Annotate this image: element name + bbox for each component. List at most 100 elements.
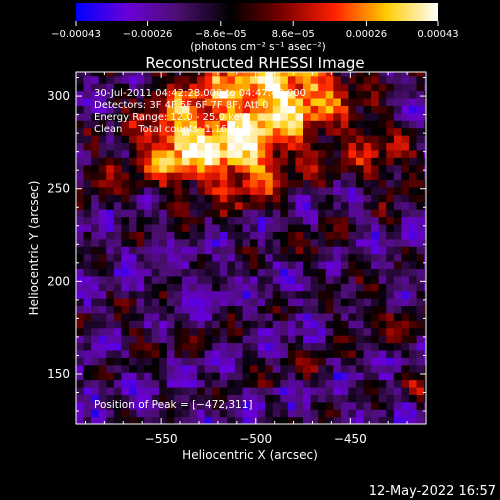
heatmap-cell <box>325 349 334 358</box>
heatmap-cell <box>189 90 198 99</box>
heatmap-cell <box>181 105 191 114</box>
heatmap-cell <box>303 364 312 373</box>
heatmap-cell <box>227 105 236 114</box>
heatmap-cell <box>166 349 175 358</box>
heatmap-cell <box>287 164 297 173</box>
heatmap-cell <box>386 216 395 225</box>
heatmap-cell <box>98 305 107 314</box>
heatmap-cell <box>393 357 403 366</box>
heatmap-cell <box>234 223 244 232</box>
heatmap-cell <box>310 401 319 410</box>
heatmap-cell <box>128 179 138 188</box>
heatmap-cell <box>378 216 387 225</box>
heatmap-cell <box>189 335 198 344</box>
heatmap-cell <box>333 201 342 210</box>
heatmap-cell <box>76 164 85 173</box>
heatmap-cell <box>257 416 266 424</box>
heatmap-cell <box>98 327 107 336</box>
heatmap-cell <box>408 379 418 388</box>
heatmap-cell <box>159 97 168 106</box>
heatmap-cell <box>348 97 357 106</box>
heatmap-cell <box>181 268 191 277</box>
heatmap-cell <box>280 386 289 395</box>
heatmap-cell <box>98 194 107 203</box>
heatmap-cell <box>318 134 327 143</box>
heatmap-cell <box>174 201 183 210</box>
heatmap-cell <box>401 416 410 424</box>
heatmap-cell <box>204 72 213 77</box>
heatmap-cell <box>174 275 183 284</box>
heatmap-cell <box>408 305 418 314</box>
heatmap-cell <box>272 268 281 277</box>
heatmap-cell <box>250 186 259 195</box>
heatmap-cell <box>197 112 206 121</box>
heatmap-cell <box>113 327 123 336</box>
heatmap-cell <box>204 275 213 284</box>
heatmap-cell <box>128 342 138 351</box>
heatmap-cell <box>265 416 274 424</box>
heatmap-cell <box>242 157 251 166</box>
heatmap-cell <box>98 179 107 188</box>
heatmap-cell <box>310 83 319 92</box>
heatmap-cell <box>272 349 281 358</box>
heatmap-cell <box>318 394 327 403</box>
heatmap-cell <box>401 75 410 84</box>
heatmap-cell <box>128 238 138 247</box>
heatmap-cell <box>371 379 380 388</box>
heatmap-cell <box>371 409 380 418</box>
heatmap-cell <box>128 83 138 92</box>
heatmap-cell <box>189 194 198 203</box>
heatmap-cell <box>386 149 395 158</box>
heatmap-cell <box>386 223 395 232</box>
heatmap-cell <box>121 327 130 336</box>
heatmap-cell <box>295 172 304 181</box>
heatmap-cell <box>174 283 183 292</box>
heatmap-cell <box>83 379 92 388</box>
heatmap-cell <box>121 260 130 269</box>
heatmap-cell <box>91 97 100 106</box>
heatmap-cell <box>91 127 100 136</box>
heatmap-cell <box>318 172 327 181</box>
heatmap-cell <box>371 290 380 299</box>
heatmap-cell <box>363 327 372 336</box>
heatmap-cell <box>401 312 410 321</box>
heatmap-cell <box>128 394 138 403</box>
heatmap-cell <box>303 157 312 166</box>
heatmap-cell <box>363 409 372 418</box>
heatmap-cell <box>250 268 259 277</box>
heatmap-cell <box>76 223 85 232</box>
heatmap-cell <box>121 238 130 247</box>
heatmap-cell <box>98 342 107 351</box>
heatmap-cell <box>212 283 221 292</box>
heatmap-cell <box>242 223 251 232</box>
heatmap-cell <box>424 216 426 225</box>
heatmap-cell <box>363 231 372 240</box>
heatmap-cell <box>98 231 107 240</box>
heatmap-cell <box>287 290 297 299</box>
heatmap-cell <box>416 342 425 351</box>
heatmap-cell <box>424 179 426 188</box>
heatmap-cell <box>234 90 244 99</box>
heatmap-cell <box>393 231 403 240</box>
heatmap-cell <box>340 386 350 395</box>
heatmap-cell <box>174 268 183 277</box>
heatmap-cell <box>91 72 100 77</box>
heatmap-cell <box>272 105 281 114</box>
heatmap-cell <box>159 216 168 225</box>
heatmap-cell <box>136 201 145 210</box>
heatmap-cell <box>174 379 183 388</box>
heatmap-cell <box>250 298 259 307</box>
heatmap-cell <box>234 372 244 381</box>
heatmap-cell <box>98 83 107 92</box>
heatmap-cell <box>189 120 198 129</box>
heatmap-cell <box>416 112 425 121</box>
heatmap-cell <box>318 105 327 114</box>
heatmap-cell <box>227 83 236 92</box>
heatmap-cell <box>174 357 183 366</box>
heatmap-cell <box>189 416 198 424</box>
heatmap-cell <box>234 342 244 351</box>
heatmap-cell <box>257 127 266 136</box>
heatmap-cell <box>113 201 123 210</box>
heatmap-cell <box>378 127 387 136</box>
heatmap-cell <box>280 416 289 424</box>
